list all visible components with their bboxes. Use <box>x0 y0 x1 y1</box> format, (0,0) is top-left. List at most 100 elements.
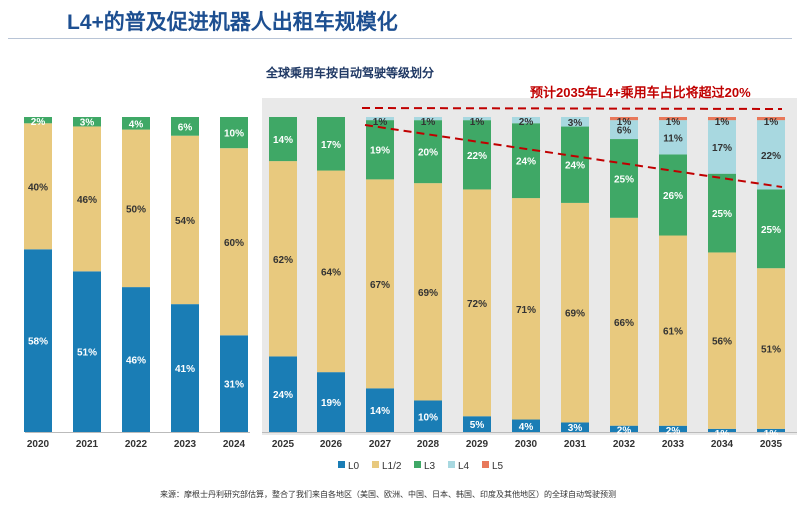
bar-L1-2-2031 <box>561 202 589 423</box>
data-label: 1% <box>421 117 436 128</box>
data-label: 62% <box>273 255 293 266</box>
data-label: 1% <box>764 117 779 128</box>
data-label: 69% <box>565 309 585 320</box>
bar-L3-2020 <box>24 117 52 124</box>
bar-L1-2-2025 <box>269 161 297 357</box>
data-label: 46% <box>77 195 97 206</box>
data-label: 24% <box>516 157 536 168</box>
legend-label: L5 <box>492 461 504 472</box>
bar-L1-2-2030 <box>512 198 540 420</box>
data-label: 67% <box>370 280 390 291</box>
data-label: 72% <box>467 299 487 310</box>
legend-label: L3 <box>424 461 436 472</box>
bar-L4-2028 <box>414 117 442 121</box>
data-label: 4% <box>519 422 534 433</box>
data-label: 19% <box>321 398 341 409</box>
bar-L3-2033 <box>659 154 687 236</box>
data-label: 40% <box>28 182 48 193</box>
bar-L4-2033 <box>659 120 687 155</box>
data-label: 2% <box>519 117 534 128</box>
bar-L0-2029 <box>463 416 491 432</box>
x-tick-label: 2021 <box>76 439 99 450</box>
x-tick-label: 2020 <box>27 439 50 450</box>
data-label: 24% <box>565 161 585 172</box>
data-label: 31% <box>224 380 244 391</box>
bar-L0-2023 <box>171 304 199 432</box>
legend-swatch-L4 <box>448 461 455 468</box>
x-tick-label: 2023 <box>174 439 197 450</box>
bar-L3-2025 <box>269 117 297 162</box>
bar-L5-2033 <box>659 117 687 121</box>
bar-L1-2-2027 <box>366 179 394 389</box>
data-label: 17% <box>712 143 732 154</box>
bar-L1-2-2022 <box>122 129 150 288</box>
bar-L3-2032 <box>610 139 638 218</box>
data-label: 11% <box>663 133 683 144</box>
legend-swatch-L1-2 <box>372 461 379 468</box>
bar-L0-2022 <box>122 287 150 432</box>
data-label: 19% <box>370 146 390 157</box>
bar-L3-2027 <box>366 120 394 180</box>
bar-L3-2034 <box>708 173 736 253</box>
data-label: 10% <box>418 412 438 423</box>
data-label: 17% <box>321 140 341 151</box>
x-tick-label: 2026 <box>320 439 343 450</box>
data-label: 2% <box>31 117 46 128</box>
bar-L0-2035 <box>757 428 785 432</box>
bar-L3-2031 <box>561 126 589 203</box>
bar-L0-2020 <box>24 249 52 432</box>
data-label: 22% <box>467 151 487 162</box>
bar-L0-2025 <box>269 356 297 432</box>
bar-L1-2-2035 <box>757 268 785 429</box>
x-tick-label: 2030 <box>515 439 538 450</box>
bar-L0-2030 <box>512 419 540 432</box>
data-label: 60% <box>224 238 244 249</box>
data-label: 1% <box>373 117 388 128</box>
data-label: 5% <box>470 420 485 431</box>
data-label: 3% <box>80 118 95 129</box>
data-label: 50% <box>126 204 146 215</box>
bar-L0-2031 <box>561 422 589 432</box>
data-label: 58% <box>28 337 48 348</box>
bar-L1-2-2024 <box>220 148 248 336</box>
bar-L4-2032 <box>610 120 638 140</box>
data-label: 2% <box>666 426 681 437</box>
data-label: 20% <box>418 148 438 159</box>
trend-dashed-line-diagonal <box>364 124 783 188</box>
bar-L1-2-2032 <box>610 217 638 426</box>
bar-L0-2032 <box>610 425 638 432</box>
page-title: L4+的普及促进机器人出租车规模化 <box>67 11 398 34</box>
x-tick-label: 2031 <box>564 439 587 450</box>
data-label: 66% <box>614 318 634 329</box>
x-tick-label: 2022 <box>125 439 148 450</box>
bar-L1-2-2029 <box>463 189 491 417</box>
data-label: 61% <box>663 327 683 338</box>
bar-L3-2029 <box>463 120 491 190</box>
legend-label: L4 <box>458 461 470 472</box>
bar-L0-2033 <box>659 425 687 432</box>
data-label: 64% <box>321 267 341 278</box>
data-label: 1% <box>715 429 730 440</box>
x-tick-label: 2024 <box>223 439 246 450</box>
data-label: 25% <box>712 209 732 220</box>
bar-L4-2030 <box>512 117 540 124</box>
data-label: 71% <box>516 305 536 316</box>
legend-label: L1/2 <box>382 461 402 472</box>
data-label: 56% <box>712 337 732 348</box>
bar-L0-2026 <box>317 372 345 432</box>
data-label: 14% <box>370 406 390 417</box>
legend-label: L0 <box>348 461 360 472</box>
data-label: 3% <box>568 423 583 434</box>
bar-L3-2024 <box>220 117 248 149</box>
bar-L0-2027 <box>366 388 394 432</box>
bar-L1-2-2034 <box>708 252 736 429</box>
data-label: 1% <box>764 429 779 440</box>
bar-L1-2-2021 <box>73 126 101 272</box>
bar-L0-2034 <box>708 428 736 432</box>
bar-L3-2021 <box>73 117 101 127</box>
bar-L4-2031 <box>561 117 589 127</box>
x-tick-label: 2028 <box>417 439 440 450</box>
data-label: 1% <box>715 117 730 128</box>
data-label: 25% <box>614 174 634 185</box>
data-label: 22% <box>761 151 781 162</box>
